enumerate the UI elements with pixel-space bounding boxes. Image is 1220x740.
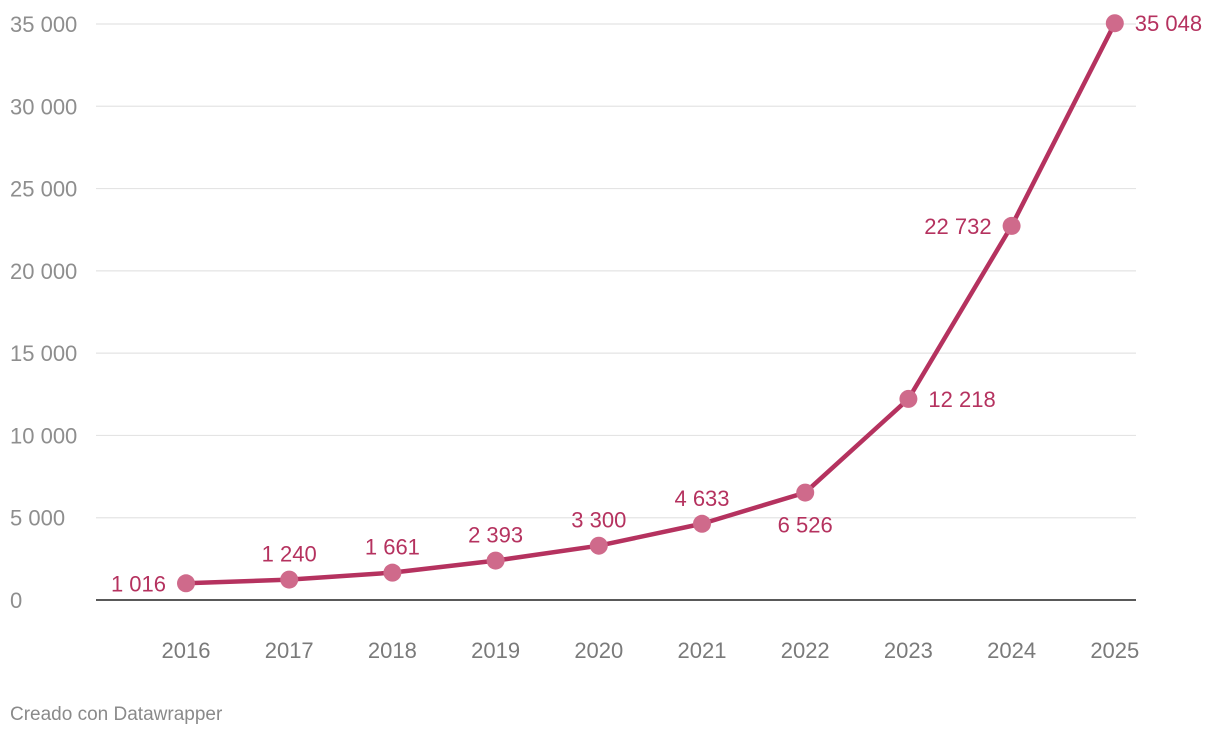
data-point (1105, 14, 1124, 33)
x-axis-ticks: 2016 2017 2018 2019 2020 2021 2022 2023 2024 2025 (162, 638, 1140, 663)
x-tick-label: 2021 (678, 638, 727, 663)
x-tick-label: 2024 (987, 638, 1036, 663)
y-tick-label: 5 000 (10, 506, 65, 531)
series-line (183, 20, 1118, 586)
data-label: 1 240 (262, 542, 317, 567)
data-labels: 1 016 1 240 1 661 2 393 3 300 4 633 6 526 12 21… (111, 11, 1202, 596)
x-tick-label: 2019 (471, 638, 520, 663)
data-point (280, 570, 299, 589)
y-axis-ticks: 0 5 000 10 000 15 000 20 000 25 000 30 000 35 0… (10, 12, 77, 613)
data-point (486, 551, 505, 570)
data-label: 4 633 (674, 486, 729, 511)
y-tick-label: 15 000 (10, 341, 77, 366)
x-tick-label: 2020 (574, 638, 623, 663)
grid-lines (96, 23, 1136, 601)
line-chart: 0 5 000 10 000 15 000 20 000 25 000 30 000 35 0… (10, 11, 1202, 663)
x-tick-label: 2017 (265, 638, 314, 663)
data-label: 3 300 (571, 508, 626, 533)
x-tick-label: 2023 (884, 638, 933, 663)
y-tick-label: 30 000 (10, 94, 77, 119)
y-tick-label: 35 000 (10, 12, 77, 37)
data-point (1002, 216, 1021, 235)
data-label: 2 393 (468, 523, 523, 548)
credit-text: Creado con Datawrapper (10, 704, 223, 725)
y-tick-label: 20 000 (10, 259, 77, 284)
x-tick-label: 2025 (1090, 638, 1139, 663)
x-tick-label: 2018 (368, 638, 417, 663)
data-points (177, 14, 1124, 593)
data-point (383, 563, 402, 582)
data-label: 22 732 (924, 214, 991, 239)
data-label: 1 016 (111, 571, 166, 596)
y-tick-label: 25 000 (10, 177, 77, 202)
data-point (589, 536, 608, 555)
y-tick-label: 0 (10, 588, 22, 613)
data-label: 35 048 (1135, 11, 1202, 36)
data-label: 12 218 (928, 387, 995, 412)
y-tick-label: 10 000 (10, 423, 77, 448)
series-line-layer (183, 20, 1118, 586)
data-point (899, 389, 918, 408)
x-tick-label: 2016 (162, 638, 211, 663)
data-point (693, 514, 711, 533)
data-point (177, 574, 195, 593)
data-point (796, 483, 815, 502)
x-tick-label: 2022 (781, 638, 830, 663)
data-label: 6 526 (778, 513, 833, 538)
data-label: 1 661 (365, 535, 420, 560)
